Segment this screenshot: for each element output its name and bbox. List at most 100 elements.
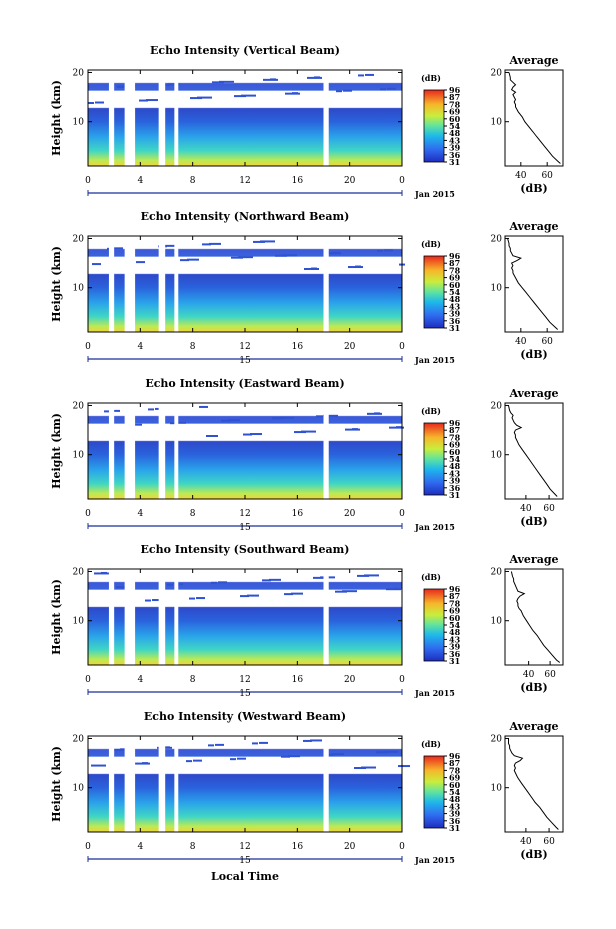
avg-x-tick-label: 60 <box>541 171 553 181</box>
sparse-echo <box>92 263 101 266</box>
average-profile-line <box>508 738 559 830</box>
x-tick-label: 16 <box>292 842 304 852</box>
sparse-echo <box>211 581 217 584</box>
colorbar-unit: (dB) <box>421 406 441 416</box>
sparse-echo <box>343 89 352 92</box>
colorbar-unit: (dB) <box>421 572 441 582</box>
colorbar-tick-label: 39 <box>449 476 461 486</box>
day-label: 15 <box>239 523 251 533</box>
colorbar-tick-label: 48 <box>449 294 461 304</box>
sparse-echo <box>374 412 380 415</box>
sparse-echo <box>152 599 161 602</box>
colorbar-tick-label: 69 <box>449 273 461 283</box>
y-tick-label: 10 <box>73 284 85 294</box>
data-gap <box>124 403 136 499</box>
average-title: Average <box>508 553 558 566</box>
average-title: Average <box>508 720 558 733</box>
avg-x-tick-label: 40 <box>520 504 532 514</box>
x-tick-label: 0 <box>85 176 91 186</box>
colorbar-tick-label: 31 <box>449 490 460 500</box>
sparse-echo <box>303 739 312 742</box>
average-frame <box>504 735 564 833</box>
sparse-echo <box>325 753 334 756</box>
colorbar-tick-label: 39 <box>449 309 461 319</box>
echo-field <box>88 736 402 832</box>
sparse-echo <box>161 83 170 86</box>
colorbar-tick-label: 36 <box>449 150 461 160</box>
average-profile-line <box>507 238 559 330</box>
avg-y-tick-label: 20 <box>491 68 503 78</box>
day-label: 15 <box>239 356 251 366</box>
colorbar-tick-label: 39 <box>449 642 461 652</box>
sparse-echo <box>237 757 246 760</box>
avg-x-tick-label: 60 <box>543 504 555 514</box>
beam-panel: Echo Intensity (Northward Beam) 10 20 Heigh… <box>50 210 564 366</box>
sparse-echo <box>281 755 290 758</box>
colorbar-tick-label: 54 <box>449 121 461 131</box>
colorbar-tick-label: 60 <box>449 780 461 790</box>
sparse-echo <box>333 251 339 254</box>
sparse-echo <box>357 574 369 577</box>
sparse-echo <box>196 597 205 600</box>
colorbar-tick-label: 43 <box>449 301 461 311</box>
average-frame <box>504 235 564 333</box>
x-tick-label: 0 <box>85 842 91 852</box>
y-tick-label: 20 <box>73 401 85 411</box>
sparse-echo <box>260 240 275 243</box>
sparse-echo <box>231 256 243 259</box>
colorbar-tick-label: 69 <box>449 773 461 783</box>
avg-x-tick-label: 40 <box>515 171 527 181</box>
sparse-echo <box>111 409 120 412</box>
x-tick-label: 16 <box>292 342 304 352</box>
sparse-echo <box>164 746 170 749</box>
x-axis-label: Local Time <box>211 870 279 883</box>
date-label: Jan 2015 <box>414 855 455 865</box>
colorbar-tick-label: 31 <box>449 823 460 833</box>
colorbar-tick-label: 78 <box>449 765 461 775</box>
sparse-echo <box>358 74 364 77</box>
average-frame <box>504 69 564 167</box>
colorbar <box>423 422 445 496</box>
data-gap <box>323 569 329 665</box>
sparse-echo <box>313 576 325 579</box>
colorbar-tick-label: 78 <box>449 265 461 275</box>
data-gap <box>174 569 179 665</box>
y-axis-label: Height (km) <box>50 413 63 489</box>
sparse-echo <box>241 94 256 97</box>
colorbar-tick-label: 78 <box>449 598 461 608</box>
colorbar-tick-label: 69 <box>449 107 461 117</box>
sparse-echo <box>101 571 107 574</box>
sparse-echo <box>316 415 328 418</box>
sparse-echo <box>180 259 189 262</box>
sparse-echo <box>117 85 126 88</box>
sparse-echo <box>387 87 396 90</box>
average-frame <box>504 568 564 666</box>
x-tick-label: 20 <box>344 842 356 852</box>
colorbar-tick-label: 60 <box>449 114 461 124</box>
sparse-echo <box>202 243 211 246</box>
sparse-echo <box>136 261 145 264</box>
avg-y-tick-label: 20 <box>491 234 503 244</box>
colorbar-tick-label: 54 <box>449 454 461 464</box>
sparse-echo <box>291 592 303 595</box>
sparse-echo <box>355 265 361 268</box>
sparse-echo <box>199 405 208 408</box>
data-gap <box>108 236 115 332</box>
sparse-echo <box>361 766 376 769</box>
colorbar-tick-label: 96 <box>449 584 461 594</box>
x-tick-label: 16 <box>292 176 304 186</box>
colorbar-tick-label: 60 <box>449 613 461 623</box>
x-tick-label: 0 <box>399 176 405 186</box>
data-gap <box>174 70 179 166</box>
x-tick-label: 16 <box>292 675 304 685</box>
date-label: Jan 2015 <box>414 522 455 532</box>
y-tick-label: 20 <box>73 734 85 744</box>
sparse-echo <box>221 419 230 422</box>
colorbar-tick-label: 96 <box>449 418 461 428</box>
colorbar-tick-label: 31 <box>449 323 460 333</box>
echo-field <box>88 70 402 166</box>
sparse-echo <box>142 762 148 765</box>
sparse-echo <box>104 410 110 413</box>
sparse-echo <box>197 96 212 99</box>
data-gap <box>124 70 136 166</box>
